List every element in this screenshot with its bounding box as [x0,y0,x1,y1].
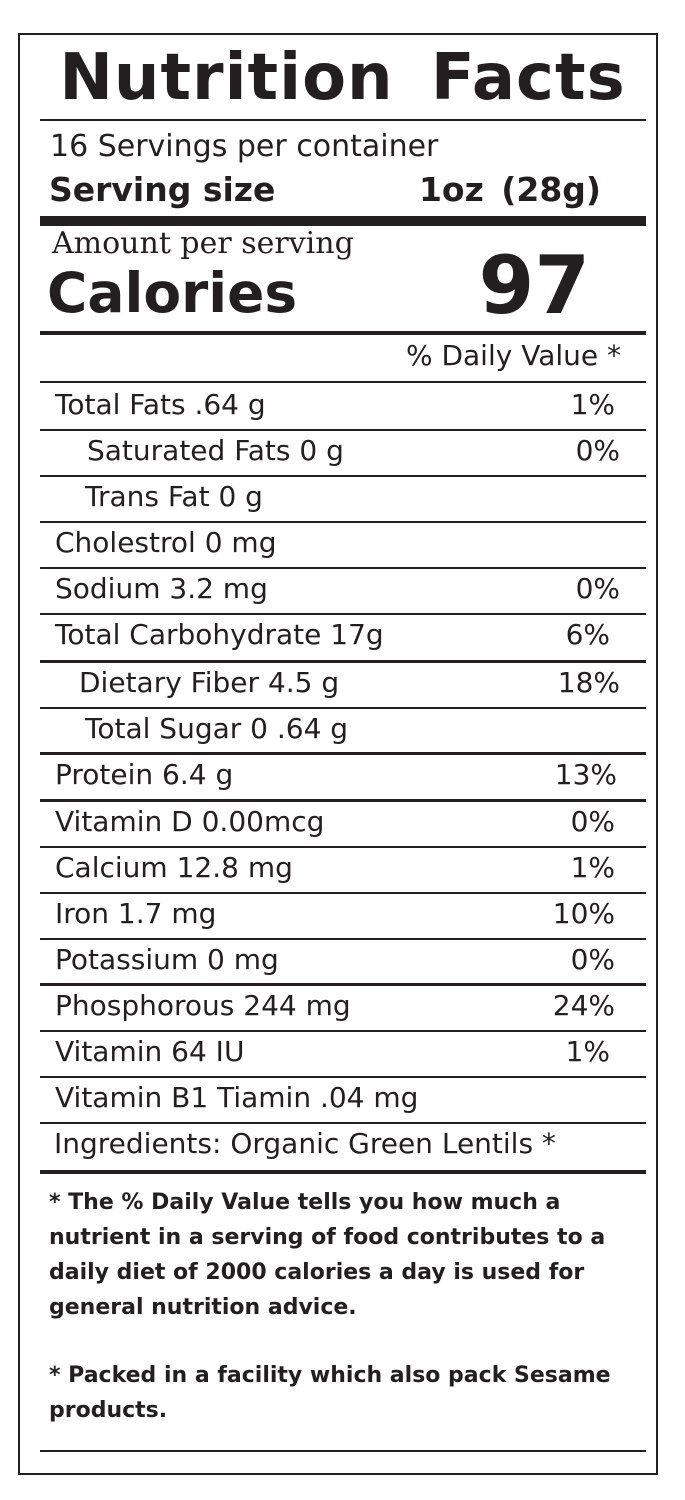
nutrient-name: Total Sugar 0 .64 g [85,712,349,745]
nutrient-name: Cholestrol 0 mg [55,526,277,559]
nutrient-row: Dietary Fiber 4.5 g 18% [55,663,620,703]
nutrient-row: Vitamin B1 Tiamin .04 mg [55,1078,620,1118]
divider-nutrient [40,475,646,477]
ingredients-line: Ingredients: Organic Green Lentils * [54,1127,556,1160]
nutrient-name: Sodium 3.2 mg [55,572,268,605]
nutrient-row: Phosphorous 244 mg 24% [55,986,620,1026]
nutrient-name: Potassium 0 mg [55,943,279,976]
nutrient-daily-value: 10% [552,897,615,930]
servings-per-container: 16 Servings per container [50,129,439,164]
nutrient-daily-value: 1% [570,388,615,421]
divider-nutrient [40,752,646,755]
divider-nutrient [40,1076,646,1078]
label-title: Nutrition Facts [59,41,626,115]
nutrition-label-frame [18,33,658,1475]
nutrient-row: Potassium 0 mg 0% [55,940,620,980]
nutrient-row: Trans Fat 0 g [55,477,620,517]
nutrient-row: Sodium 3.2 mg 0% [55,569,620,609]
nutrient-daily-value: 0% [570,805,615,838]
nutrient-name: Protein 6.4 g [55,758,234,791]
nutrient-name: Total Carbohydrate 17g [55,618,384,651]
nutrient-row: Protein 6.4 g 13% [55,755,620,795]
divider-medium-calories [40,331,646,335]
divider-nutrient [40,613,646,615]
nutrient-row: Total Carbohydrate 17g 6% [55,615,620,655]
nutrient-row: Iron 1.7 mg 10% [55,894,620,934]
nutrient-name: Vitamin D 0.00mcg [55,805,325,838]
divider-thick-serving [40,216,646,226]
nutrient-name: Vitamin 64 IU [55,1035,245,1068]
nutrient-row: Total Sugar 0 .64 g [55,709,620,749]
nutrient-name: Dietary Fiber 4.5 g [79,666,340,699]
daily-value-header: % Daily Value * [405,339,621,372]
nutrient-daily-value: 6% [565,618,610,651]
nutrient-name: Total Fats .64 g [55,388,266,421]
divider-thick-ingredients [40,1170,646,1174]
nutrient-daily-value: 0% [575,434,620,467]
nutrient-name: Trans Fat 0 g [85,480,263,513]
divider-nutrient [40,707,646,709]
footnote-allergen: * Packed in a facility which also pack S… [49,1363,611,1423]
nutrient-name: Iron 1.7 mg [55,897,217,930]
serving-size-value: 1oz (28g) [418,170,601,209]
divider-nutrient [40,938,646,940]
nutrient-daily-value: 1% [570,851,615,884]
nutrient-row: Vitamin 64 IU 1% [55,1032,620,1072]
divider-nutrient [40,521,646,523]
calories-value: 97 [478,239,590,332]
divider-nutrient [40,983,646,986]
nutrient-row: Saturated Fats 0 g 0% [55,431,620,471]
nutrient-daily-value: 1% [565,1035,610,1068]
divider-nutrient [40,660,646,663]
amount-per-serving: Amount per serving [52,226,354,261]
nutrient-row: Calcium 12.8 mg 1% [55,848,620,888]
divider-title [40,119,646,121]
footnote-daily-value: * The % Daily Value tells you how much a… [49,1190,606,1320]
serving-size-label: Serving size [49,170,276,209]
nutrient-name: Calcium 12.8 mg [55,851,293,884]
nutrient-daily-value: 18% [557,666,620,699]
divider-nutrient [40,799,646,802]
nutrient-name: Saturated Fats 0 g [87,434,344,467]
divider-nutrient [40,1030,646,1032]
divider-nutrient [40,892,646,894]
nutrient-daily-value: 0% [570,943,615,976]
nutrient-name: Vitamin B1 Tiamin .04 mg [55,1081,419,1114]
nutrient-row: Cholestrol 0 mg [55,523,620,563]
nutrient-row: Total Fats .64 g 1% [55,385,620,425]
nutrient-daily-value: 0% [575,572,620,605]
nutrient-daily-value: 24% [552,989,615,1022]
calories-label: Calories [47,261,298,325]
divider-nutrient [40,429,646,431]
divider-nutrient [40,1122,646,1124]
divider-nutrient [40,567,646,569]
nutrient-row: Vitamin D 0.00mcg 0% [55,802,620,842]
divider-nutrient [40,846,646,848]
divider-bottom [40,1450,646,1452]
divider-daily-value [40,381,646,383]
nutrient-daily-value: 13% [554,758,617,791]
nutrient-name: Phosphorous 244 mg [55,989,351,1022]
